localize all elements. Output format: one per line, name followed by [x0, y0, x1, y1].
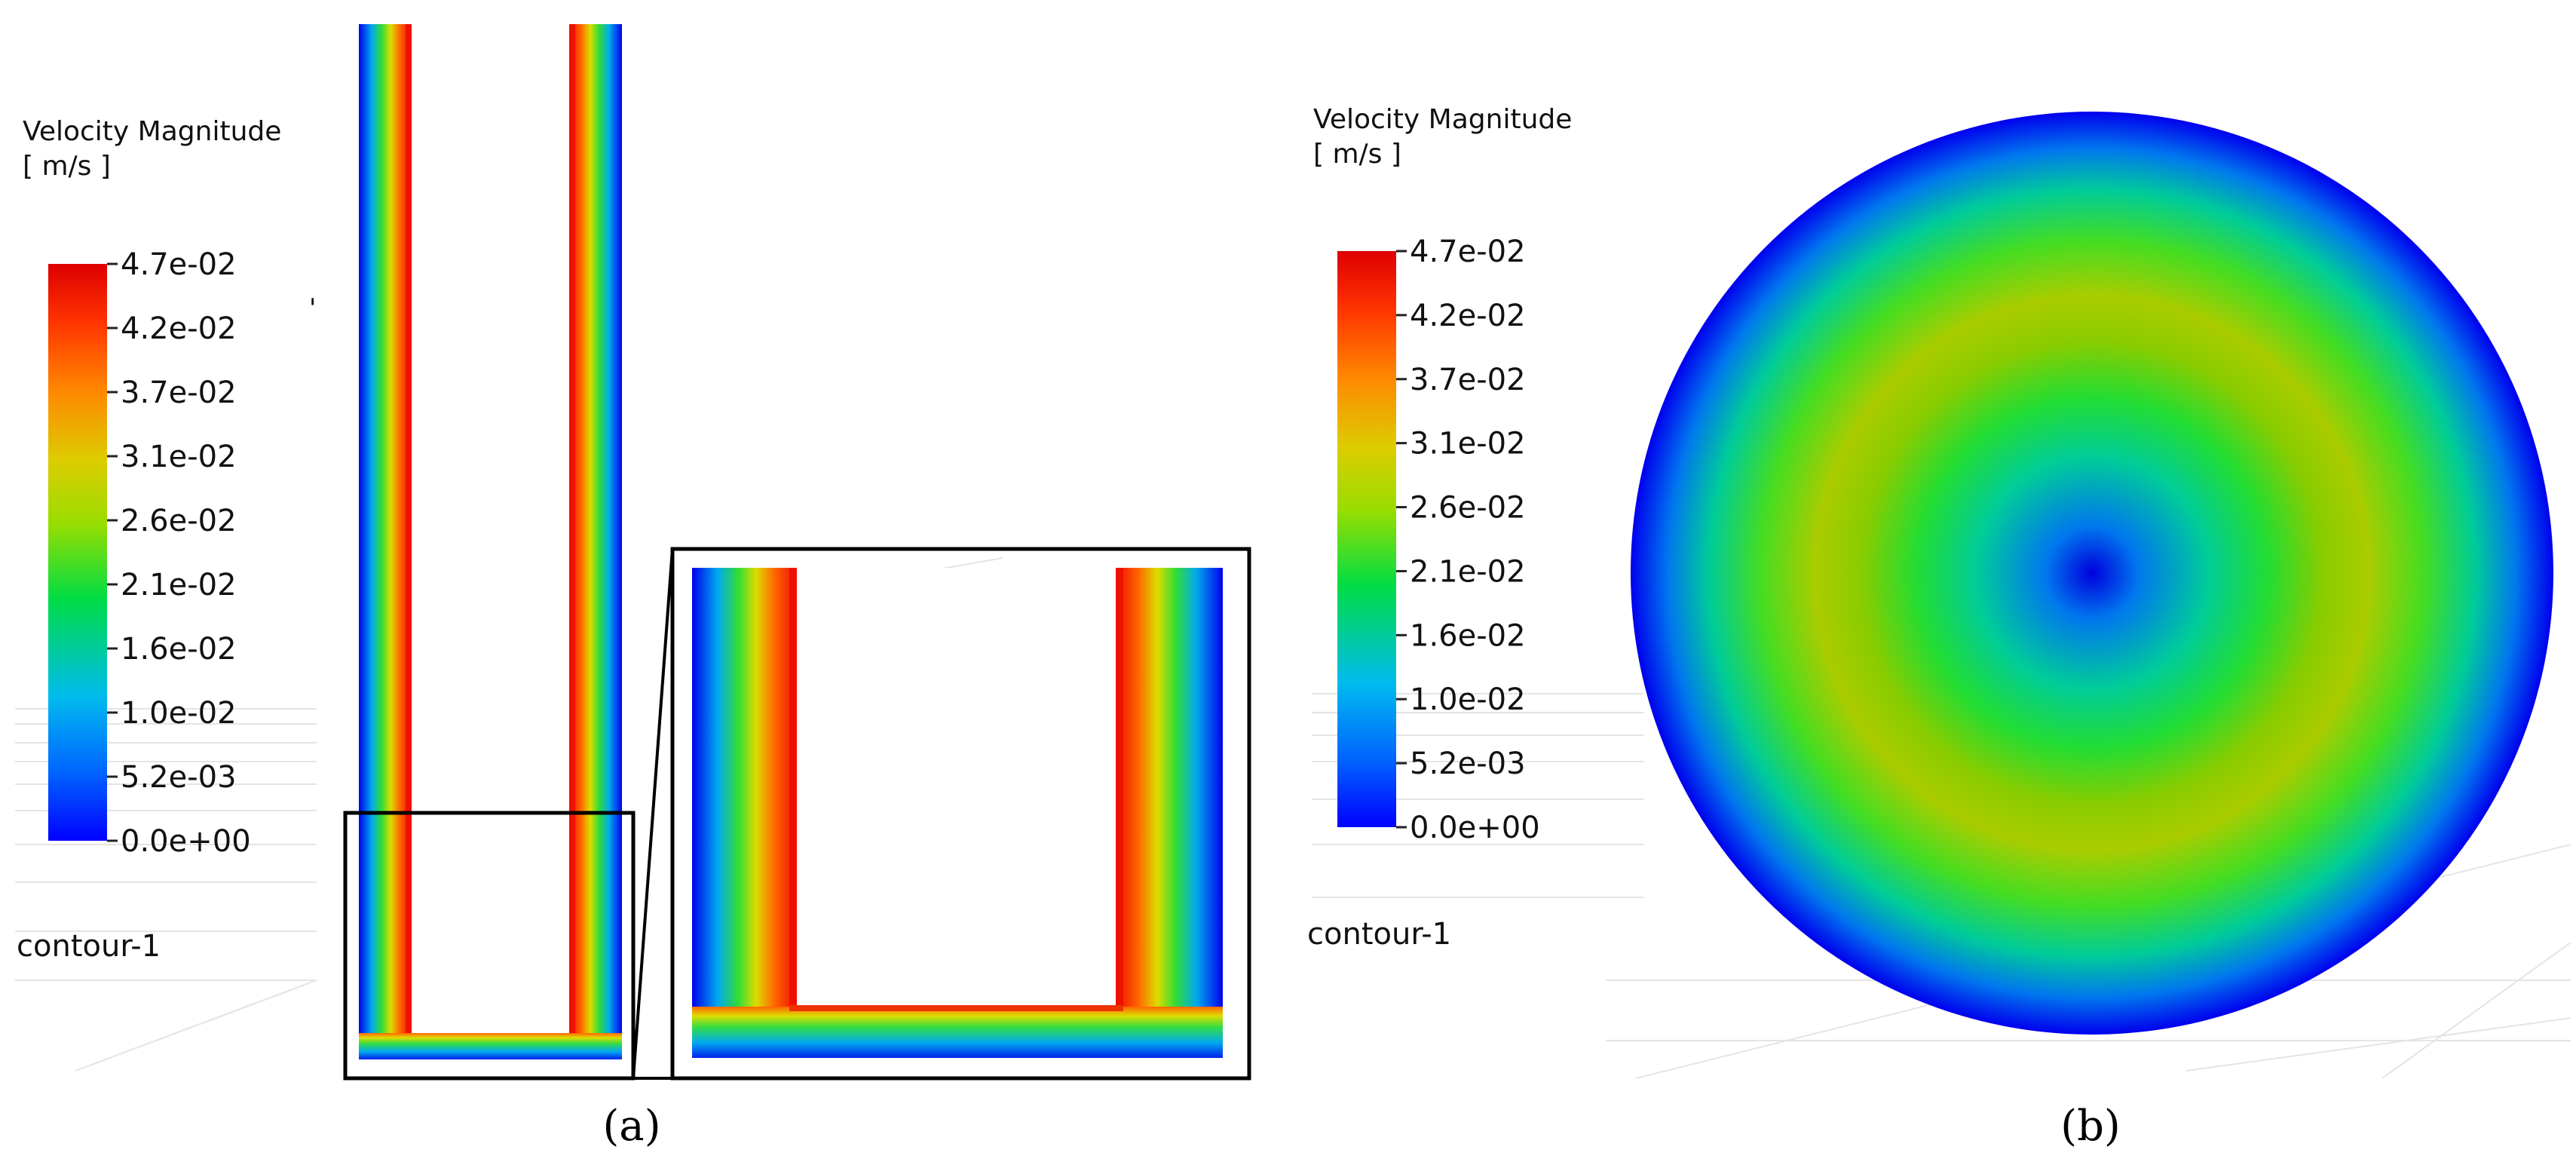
zoom-box-large [670, 547, 1251, 1081]
colorbar-tick-label: 3.7e-02 [1410, 363, 1526, 397]
tube-bottom [359, 1033, 622, 1059]
colorbar-tick-label: 4.2e-02 [121, 311, 237, 346]
zoom-bottom [692, 1007, 1223, 1058]
colorbar-tick-label: 2.6e-02 [121, 504, 237, 538]
zoom-inner-core [795, 568, 1117, 1007]
cross-section-disk [1631, 112, 2553, 1035]
colorbar-tick-label: 0.0e+00 [121, 824, 251, 859]
zoom-right-gap [1117, 568, 1223, 1058]
colorbar-ticks-a: 4.7e-02 4.2e-02 3.7e-02 3.1e-02 2.6e-02 2.1e-… [107, 247, 251, 859]
caption-a: (a) [602, 1102, 660, 1151]
colorbar-tick-label: 3.7e-02 [121, 376, 237, 410]
caption-b: (b) [2060, 1102, 2121, 1151]
legend-title-b: Velocity Magnitude [1313, 104, 1572, 135]
colorbar-tick-label: 4.2e-02 [1410, 299, 1526, 333]
colorbar-tick-label: 0.0e+00 [1410, 811, 1540, 845]
inner-core [410, 24, 571, 1033]
colorbar-tick-label: 1.6e-02 [121, 632, 237, 667]
colorbar-tick-label: 2.6e-02 [1410, 491, 1526, 526]
contour-name-a: contour-1 [17, 929, 161, 964]
legend-title-a: Velocity Magnitude [23, 116, 281, 147]
colorbar-tick-label: 5.2e-03 [121, 760, 237, 795]
legend-unit-a: [ m/s ] [23, 151, 111, 182]
colorbar-a [48, 264, 107, 841]
zoom-box-small [343, 811, 636, 1081]
tube-left-gap [359, 24, 410, 1053]
legend-unit-b: [ m/s ] [1313, 139, 1401, 170]
colorbar-tick-label: 1.0e-02 [1410, 682, 1526, 717]
panel-b: Velocity Magnitude [ m/s ] 4.7e-02 4.2e-0… [1307, 104, 2571, 1151]
colorbar-tick-label: 5.2e-03 [1410, 747, 1526, 781]
tube-right-gap [571, 24, 622, 1053]
panel-a: Velocity Magnitude [ m/s ] 4.7e-02 4.2e-0… [15, 24, 1251, 1151]
stray-mark-a: ' [309, 293, 316, 323]
contour-name-b: contour-1 [1307, 917, 1451, 952]
colorbar-ticks-b: 4.7e-02 4.2e-02 3.7e-02 3.1e-02 2.6e-02 2.1e-… [1396, 235, 1540, 845]
colorbar-b [1337, 251, 1396, 827]
colorbar-tick-label: 4.7e-02 [121, 247, 237, 282]
zoom-left-gap [692, 568, 795, 1058]
colorbar-tick-label: 2.1e-02 [121, 568, 237, 602]
colorbar-tick-label: 1.6e-02 [1410, 618, 1526, 653]
colorbar-tick-label: 3.1e-02 [121, 440, 237, 474]
colorbar-tick-label: 2.1e-02 [1410, 554, 1526, 589]
colorbar-tick-label: 3.1e-02 [1410, 427, 1526, 461]
colorbar-tick-label: 4.7e-02 [1410, 235, 1526, 269]
colorbar-tick-label: 1.0e-02 [121, 696, 237, 731]
